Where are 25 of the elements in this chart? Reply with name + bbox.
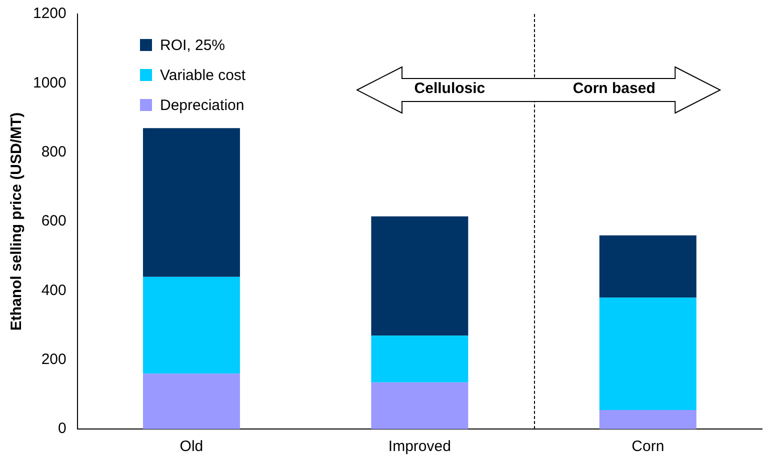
bar — [142, 276, 240, 374]
y-tick-label: 1200 — [32, 5, 66, 22]
y-tick-label: 600 — [41, 212, 66, 230]
bar — [371, 216, 468, 336]
x-tick-label: Corn — [632, 438, 664, 456]
legend-label: ROI, 25% — [159, 36, 226, 56]
bar — [371, 336, 468, 382]
x-tick-label: Improved — [388, 438, 451, 456]
bar — [599, 410, 696, 429]
bar — [142, 374, 240, 429]
bar — [142, 128, 240, 277]
x-tick-label: Old — [180, 438, 204, 456]
y-tick-label: 1000 — [32, 74, 66, 92]
y-tick-label: 400 — [41, 282, 66, 299]
y-tick-label: 800 — [41, 143, 66, 160]
bar — [371, 382, 468, 429]
annotation: Cellulosic — [414, 80, 486, 98]
legend-label: Depreciation — [159, 96, 246, 116]
bar — [599, 235, 696, 298]
y-axis-title: Ethanol selling price (USD/MT) — [8, 112, 26, 331]
y-tick-label: 0 — [58, 420, 66, 438]
y-tick-label: 200 — [41, 350, 66, 368]
bar — [599, 298, 696, 410]
legend-label: Variable cost — [159, 66, 246, 86]
annotation: Corn based — [572, 80, 656, 98]
